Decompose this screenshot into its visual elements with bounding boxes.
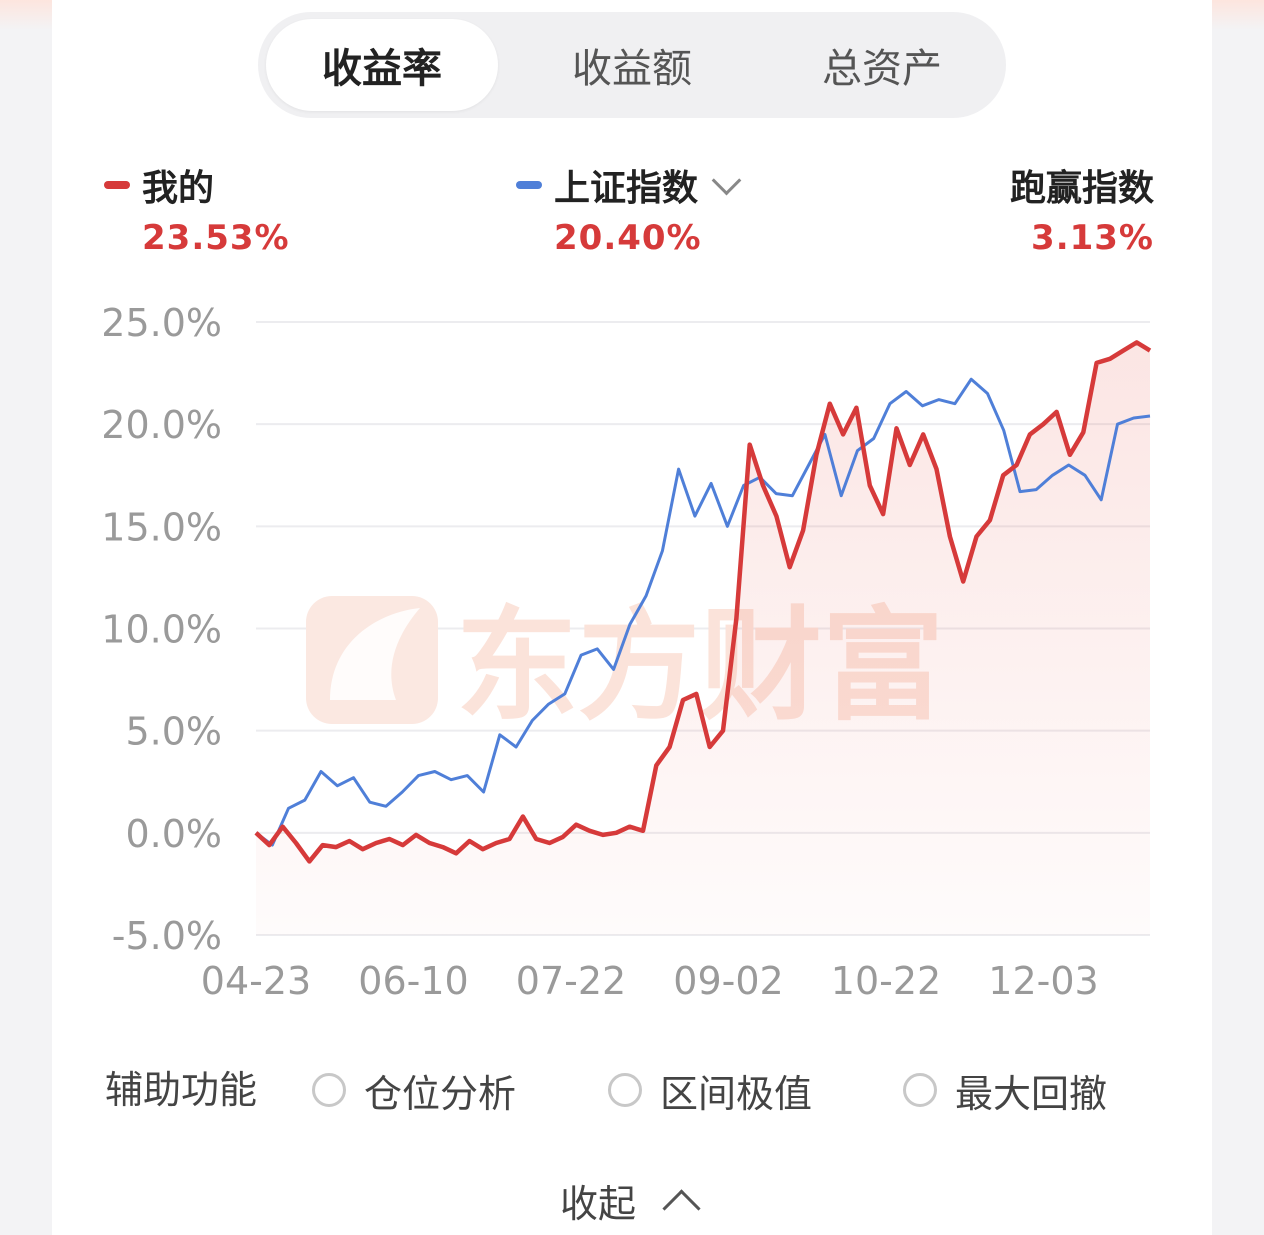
- legend-mine: 我的 23.53%: [104, 160, 290, 258]
- return-chart: 东方财富 25.0%20.0%15.0%10.0%5.0%0.0%-5.0% 0…: [101, 301, 1152, 1003]
- y-tick-label: -5.0%: [112, 914, 222, 958]
- legend-mine-swatch: [104, 181, 130, 189]
- legend-index-value: 20.40%: [554, 218, 702, 258]
- y-tick-label: 10.0%: [101, 608, 222, 652]
- collapse-button[interactable]: 收起: [560, 1172, 701, 1228]
- y-tick-label: 20.0%: [101, 403, 222, 447]
- tab-return-amount[interactable]: 收益额: [572, 46, 692, 92]
- radio-circle-icon[interactable]: [608, 1073, 642, 1107]
- collapse-label[interactable]: 收起: [560, 1181, 637, 1226]
- edge-decoration-right: [1212, 0, 1264, 30]
- option-range-extreme[interactable]: 区间极值: [608, 1062, 812, 1118]
- aux-functions: 辅助功能 仓位分析 区间极值 最大回撤: [0, 1062, 1264, 1118]
- x-tick-label: 12-03: [988, 959, 1098, 1003]
- tab-total-assets[interactable]: 总资产: [822, 46, 942, 92]
- y-tick-label: 5.0%: [125, 710, 222, 754]
- x-tick-label: 10-22: [831, 959, 941, 1003]
- legend-beat: 跑赢指数 3.13%: [1000, 160, 1154, 258]
- radio-circle-icon[interactable]: [903, 1073, 937, 1107]
- y-tick-label: 0.0%: [125, 812, 222, 856]
- option-range-extreme-label[interactable]: 区间极值: [660, 1071, 813, 1116]
- series-mine-area: [256, 342, 1150, 935]
- legend-beat-value: 3.13%: [1031, 218, 1154, 258]
- x-tick-label: 06-10: [358, 959, 468, 1003]
- radio-circle-icon[interactable]: [312, 1073, 346, 1107]
- series-index-line: [255, 377, 1151, 847]
- x-tick-label: 07-22: [516, 959, 626, 1003]
- tab-return-rate[interactable]: 收益率: [266, 19, 498, 111]
- x-tick-label: 09-02: [673, 959, 783, 1003]
- option-max-drawdown[interactable]: 最大回撤: [903, 1062, 1107, 1118]
- x-tick-label: 04-23: [201, 959, 311, 1003]
- legend-index[interactable]: 上证指数 20.40%: [516, 160, 742, 258]
- legend-mine-name: 我的: [142, 168, 215, 209]
- chevron-up-icon[interactable]: [662, 1188, 701, 1228]
- metric-tab-bar: 收益率 收益额 总资产: [258, 12, 1006, 118]
- legend-mine-value: 23.53%: [142, 218, 290, 258]
- option-position-analysis-label[interactable]: 仓位分析: [364, 1071, 517, 1116]
- legend-beat-name: 跑赢指数: [1009, 168, 1154, 209]
- y-tick-label: 25.0%: [101, 301, 222, 345]
- legend-index-swatch: [516, 181, 542, 189]
- aux-label: 辅助功能: [105, 1068, 258, 1112]
- watermark-logo-mark: [330, 608, 420, 700]
- edge-decoration-left: [0, 0, 52, 30]
- legend-index-name[interactable]: 上证指数: [554, 168, 699, 209]
- option-max-drawdown-label[interactable]: 最大回撤: [955, 1071, 1108, 1116]
- y-tick-label: 15.0%: [101, 505, 222, 549]
- option-position-analysis[interactable]: 仓位分析: [312, 1062, 516, 1118]
- series-mine-line: [254, 340, 1152, 864]
